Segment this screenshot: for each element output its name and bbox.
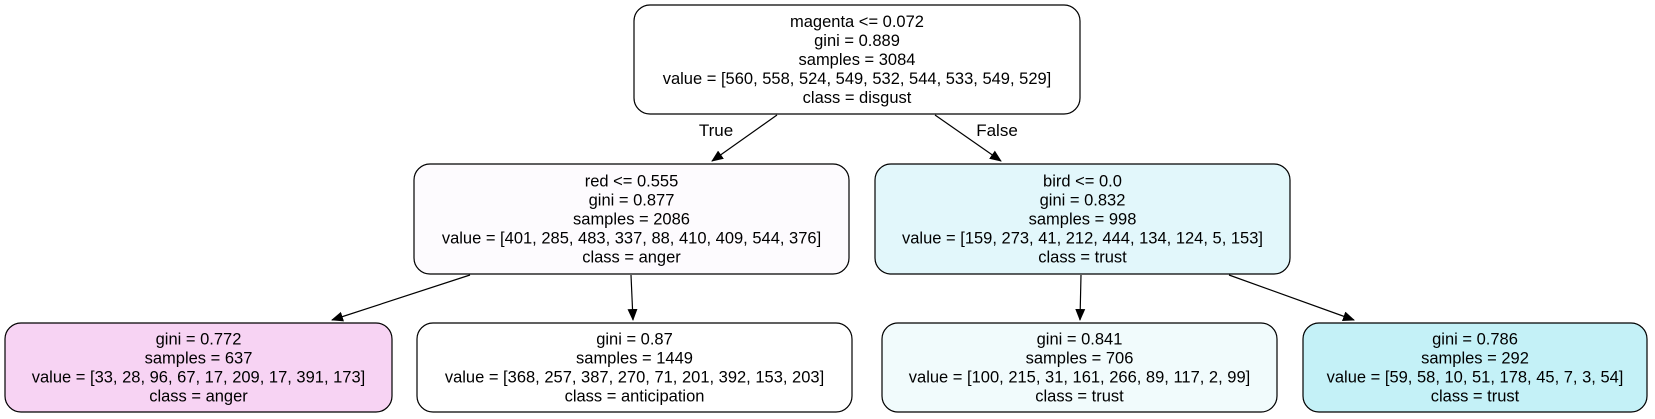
node-line: class = anticipation xyxy=(565,388,705,406)
node-line: class = disgust xyxy=(803,89,912,107)
node-line: samples = 2086 xyxy=(573,211,690,229)
node-line: value = [368, 257, 387, 270, 71, 201, 39… xyxy=(445,369,824,387)
edge-bird-split-to-leaf-trust-706 xyxy=(1075,274,1086,321)
edge-bird-split-to-leaf-trust-292 xyxy=(1228,274,1355,321)
node-line: red <= 0.555 xyxy=(585,173,679,191)
node-box xyxy=(416,322,853,413)
node-line: gini = 0.87 xyxy=(596,331,673,349)
edge-root-to-red-split xyxy=(711,114,778,162)
node-line: value = [33, 28, 96, 67, 17, 209, 17, 39… xyxy=(32,369,365,387)
node-line: gini = 0.786 xyxy=(1432,331,1518,349)
node-line: value = [59, 58, 10, 51, 178, 45, 7, 3, … xyxy=(1327,369,1624,387)
node-line: gini = 0.877 xyxy=(589,192,675,210)
node-line: class = anger xyxy=(582,249,681,267)
node-box xyxy=(1302,322,1648,413)
edge-label-true: True xyxy=(699,121,733,140)
node-box xyxy=(4,322,393,413)
node-line: samples = 637 xyxy=(145,350,253,368)
node-line: class = anger xyxy=(149,388,248,406)
node-line: gini = 0.832 xyxy=(1040,192,1126,210)
node-line: class = trust xyxy=(1431,388,1520,406)
node-line: magenta <= 0.072 xyxy=(790,13,924,31)
node-line: value = [100, 215, 31, 161, 266, 89, 117… xyxy=(909,369,1250,387)
node-line: gini = 0.772 xyxy=(156,331,242,349)
node-line: bird <= 0.0 xyxy=(1043,173,1122,191)
node-box xyxy=(881,322,1278,413)
node-box xyxy=(874,163,1291,275)
node-line: samples = 1449 xyxy=(576,350,693,368)
node-line: gini = 0.841 xyxy=(1037,331,1123,349)
node-line: value = [159, 273, 41, 212, 444, 134, 12… xyxy=(902,230,1263,248)
node-line: samples = 706 xyxy=(1026,350,1134,368)
node-box xyxy=(413,163,850,275)
edge-red-split-to-leaf-anger xyxy=(331,274,471,322)
node-line: gini = 0.889 xyxy=(814,32,900,50)
node-line: class = trust xyxy=(1035,388,1124,406)
node-line: value = [401, 285, 483, 337, 88, 410, 40… xyxy=(442,230,821,248)
node-line: samples = 292 xyxy=(1421,350,1529,368)
node-line: samples = 998 xyxy=(1029,211,1137,229)
node-box xyxy=(633,4,1081,115)
edge-label-false: False xyxy=(976,121,1018,140)
node-line: samples = 3084 xyxy=(799,51,916,69)
edge-root-to-bird-split xyxy=(934,114,1002,162)
node-line: class = trust xyxy=(1038,249,1127,267)
edge-red-split-to-leaf-anticipation xyxy=(627,274,638,321)
node-line: value = [560, 558, 524, 549, 532, 544, 5… xyxy=(663,70,1052,88)
